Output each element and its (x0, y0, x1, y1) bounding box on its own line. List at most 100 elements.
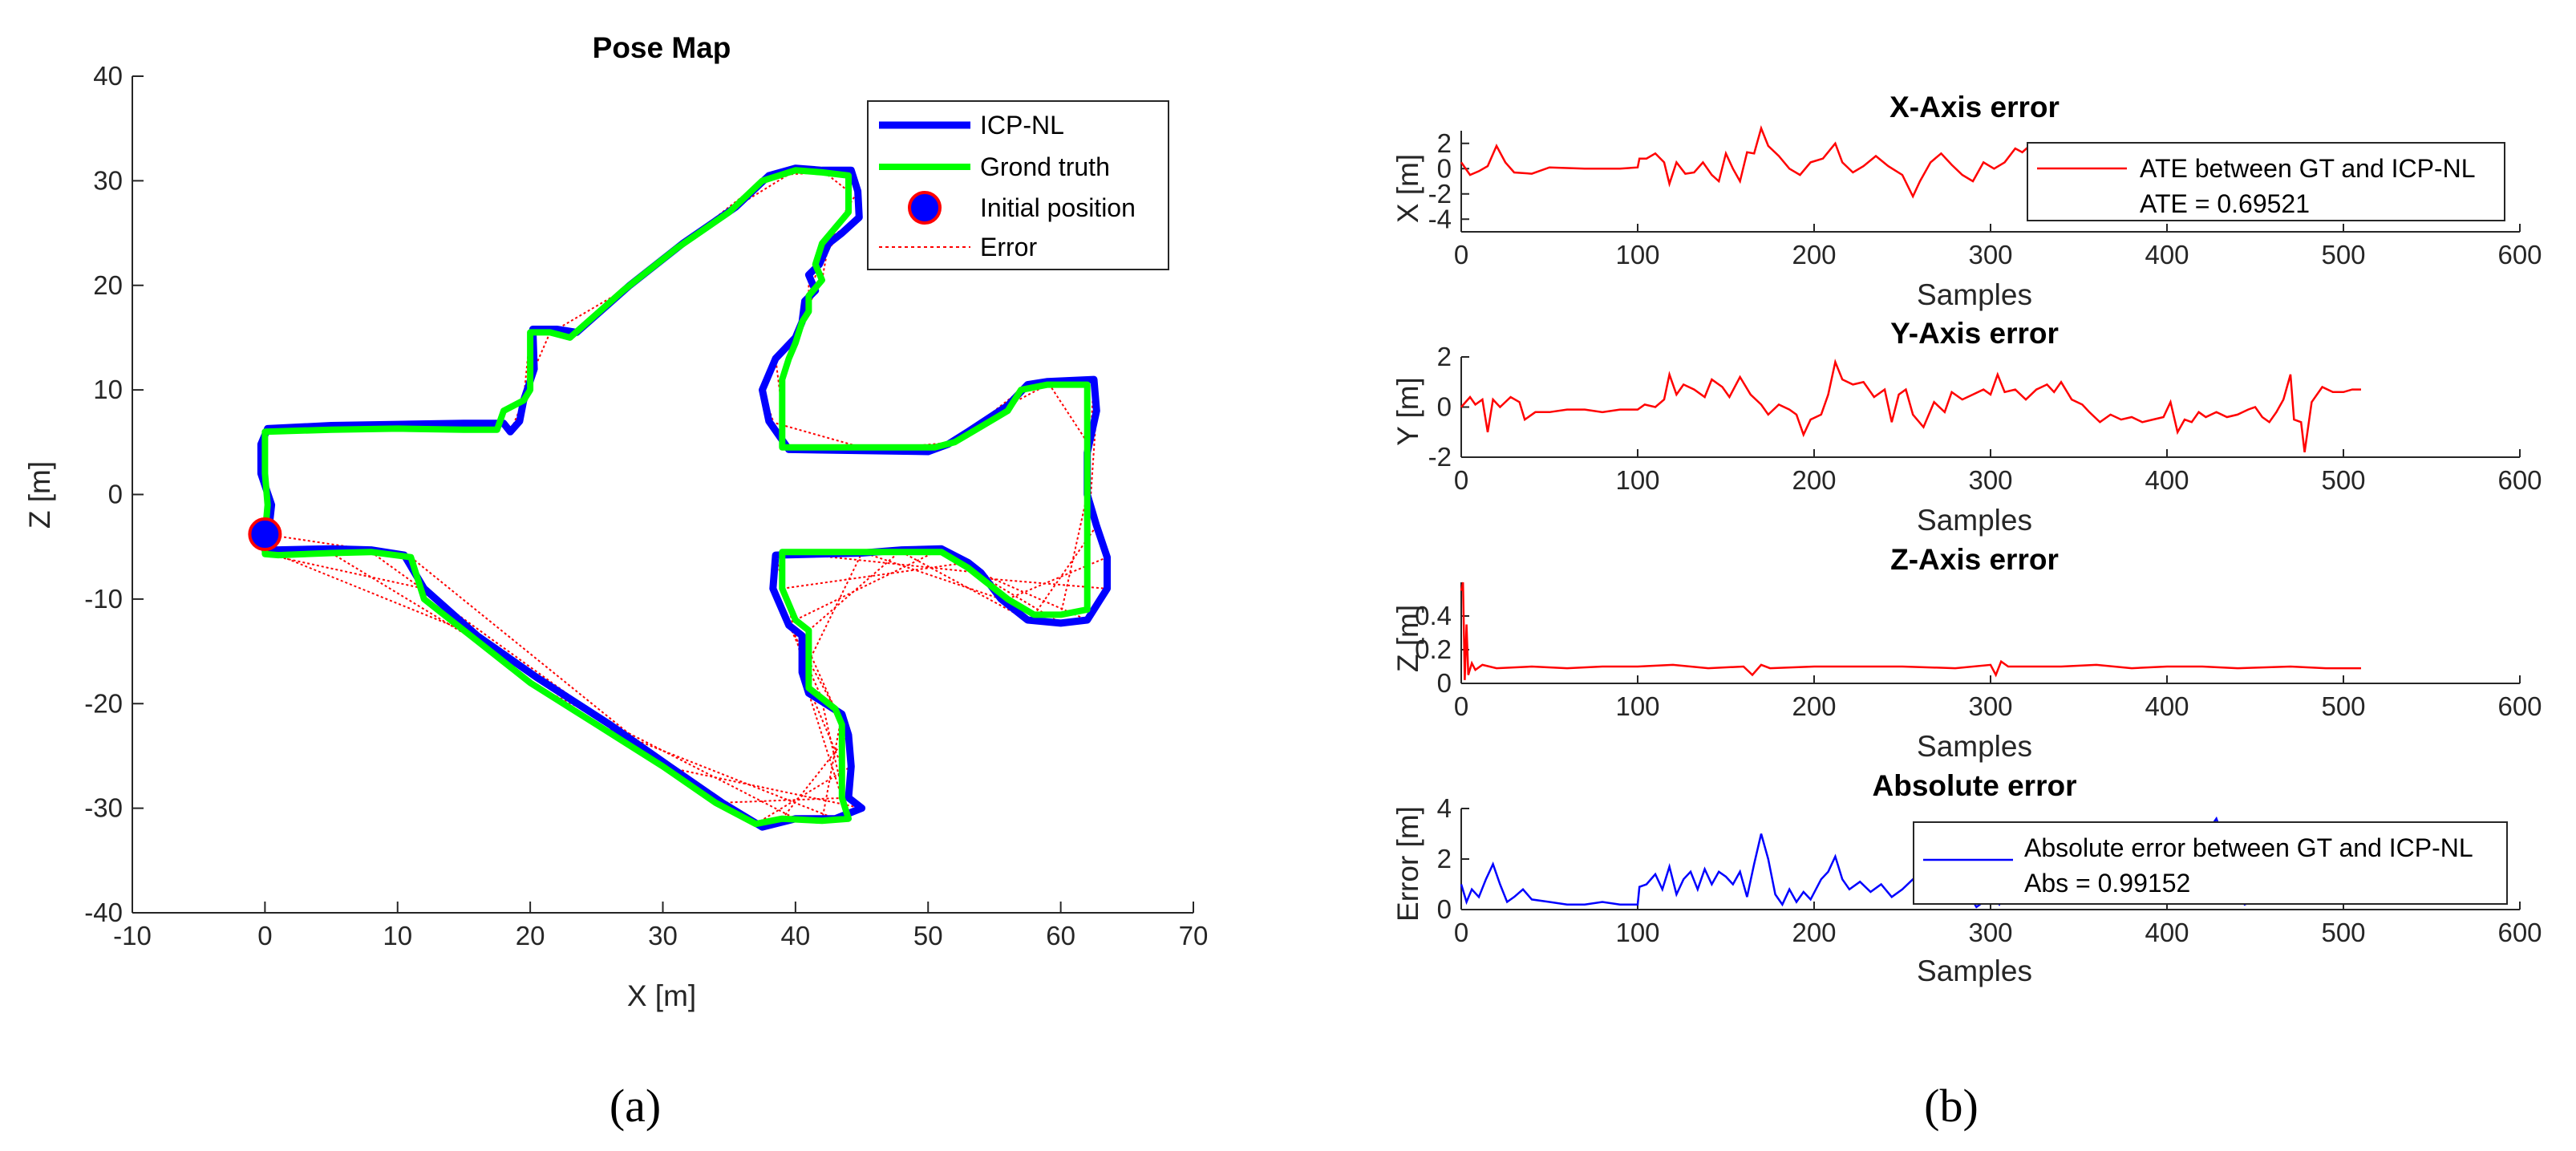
error-connector (981, 577, 1108, 590)
pose-map-ground-truth-line (261, 167, 1091, 828)
x-tick-label: 0 (1454, 465, 1468, 495)
pose-map-ylabel: Z [m] (23, 461, 56, 529)
legend-label-initial-position: Initial position (980, 193, 1136, 222)
error-connector (821, 169, 849, 193)
z-axis-error-ylabel: Z [m] (1391, 605, 1424, 672)
error-connector (772, 588, 823, 699)
z-axis-error-title: Z-Axis error (1890, 543, 2059, 576)
error-connector (795, 548, 942, 621)
z-axis-error-xlabel: Samples (1917, 730, 2032, 763)
error-connector (782, 561, 969, 590)
absolute-error-ylabel: Error [m] (1391, 806, 1424, 922)
x-tick-label: 100 (1615, 465, 1659, 495)
error-connector (556, 290, 624, 330)
y-tick-label: 2 (1437, 128, 1452, 158)
y-tick-label: -40 (84, 898, 123, 927)
pose-map-legend: ICP-NL Grond truth Initial position Erro… (867, 100, 1169, 270)
legend-swatch-initial-position (908, 191, 942, 225)
absolute-error-chart: Absolute error 0 100 200 300 400 500 600 4 2 0 Sa… (1391, 769, 2542, 987)
x-tick-label: 200 (1792, 240, 1836, 270)
error-connector (662, 765, 862, 809)
x-axis-error-legend-label: ATE between GT and ICP-NL (2140, 154, 2476, 183)
x-tick-label: 400 (2145, 918, 2189, 947)
error-connector (265, 553, 425, 590)
error-connector (755, 765, 852, 825)
absolute-error-legend-box (1913, 821, 2508, 905)
y-tick-label: -20 (84, 688, 123, 718)
pose-map-title: Pose Map (593, 31, 731, 64)
error-connector (820, 714, 843, 821)
y-tick-label: -2 (1428, 442, 1452, 472)
error-connector (1059, 494, 1088, 615)
error-connector (596, 723, 836, 820)
error-connector (808, 549, 902, 631)
legend-label-ground-truth: Grond truth (980, 152, 1110, 181)
absolute-error-legend-label: Absolute error between GT and ICP-NL (2024, 833, 2473, 862)
x-tick-label: 40 (781, 921, 811, 950)
y-tick-label: -30 (84, 793, 123, 823)
x-tick-label: -10 (113, 921, 152, 950)
pose-map-xlabel: X [m] (627, 979, 696, 1012)
pose-map-legend-box (867, 100, 1169, 270)
absolute-error-legend: Absolute error between GT and ICP-NL Abs… (1913, 821, 2508, 905)
x-tick-label: 600 (2497, 691, 2542, 721)
y-tick-label: 0 (1437, 668, 1452, 698)
x-tick-label: 300 (1968, 465, 2012, 495)
x-tick-label: 0 (257, 921, 272, 950)
y-axis-error-title: Y-Axis error (1890, 317, 2059, 350)
x-tick-label: 100 (1615, 240, 1659, 270)
y-tick-label: 0 (108, 480, 123, 509)
x-tick-label: 200 (1792, 918, 1836, 947)
caption-a: (a) (610, 1080, 661, 1132)
x-tick-label: 600 (2497, 465, 2542, 495)
x-tick-label: 70 (1179, 921, 1209, 950)
error-connector (533, 332, 551, 370)
error-connector (808, 692, 843, 798)
absolute-error-axes: 0 100 200 300 400 500 600 4 2 0 (1437, 793, 2542, 947)
pose-map-chart: Pose Map -10 0 10 20 30 40 50 60 70 -40 -30 -20 -10 0… (23, 31, 1208, 1012)
x-axis-error-ate-value: ATE = 0.69521 (2140, 189, 2310, 218)
x-tick-label: 300 (1968, 240, 2012, 270)
y-tick-label: 40 (93, 61, 123, 91)
legend-label-icp-nl: ICP-NL (980, 111, 1064, 140)
x-tick-label: 30 (648, 921, 678, 950)
error-connector (781, 734, 849, 820)
error-connector (768, 420, 862, 448)
y-tick-label: -10 (84, 584, 123, 614)
y-tick-label: 2 (1437, 342, 1452, 371)
error-connector (861, 551, 1002, 600)
error-connector (715, 796, 849, 804)
error-connector (775, 554, 810, 688)
z-axis-error-line (1460, 582, 2361, 680)
y-tick-label: 0.2 (1415, 634, 1452, 664)
x-tick-label: 0 (1454, 691, 1468, 721)
x-tick-label: 500 (2321, 465, 2365, 495)
x-tick-label: 10 (383, 921, 412, 950)
x-tick-label: 50 (913, 921, 943, 950)
error-connector (941, 551, 1062, 624)
legend-label-error: Error (980, 233, 1037, 261)
pose-map-axes: -10 0 10 20 30 40 50 60 70 -40 -30 -20 -10 0 10 20 30 40 (84, 61, 1208, 950)
y-axis-error-ylabel: Y [m] (1391, 377, 1424, 446)
x-axis-error-legend: ATE between GT and ICP-NL ATE = 0.69521 (2027, 142, 2505, 221)
x-tick-label: 200 (1792, 465, 1836, 495)
x-axis-error-ylabel: X [m] (1391, 154, 1424, 223)
x-tick-label: 60 (1046, 921, 1075, 950)
x-tick-label: 600 (2497, 918, 2542, 947)
y-tick-label: 0 (1437, 894, 1452, 924)
error-connector (1033, 525, 1098, 616)
x-tick-label: 0 (1454, 240, 1468, 270)
x-tick-label: 100 (1615, 691, 1659, 721)
error-connector (808, 553, 863, 663)
absolute-error-xlabel: Samples (1917, 954, 2032, 987)
x-tick-label: 400 (2145, 465, 2189, 495)
y-tick-label: 20 (93, 270, 123, 300)
error-connector (277, 554, 478, 637)
x-axis-error-legend-box (2027, 142, 2505, 221)
